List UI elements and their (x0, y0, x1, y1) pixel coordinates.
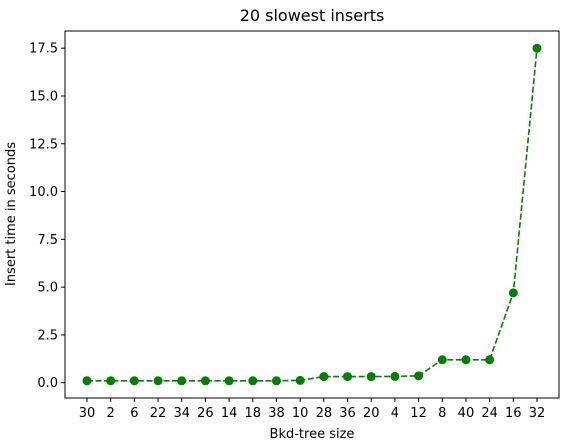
data-point (343, 372, 353, 382)
data-point (295, 375, 305, 385)
data-point (271, 376, 281, 386)
data-point (129, 376, 139, 386)
data-point (248, 376, 258, 386)
data-point (414, 371, 424, 381)
data-point (177, 376, 187, 386)
x-tick-label: 36 (339, 406, 356, 421)
x-tick-label: 16 (505, 406, 522, 421)
x-tick-label: 28 (316, 406, 333, 421)
series-line (87, 48, 538, 382)
x-tick-label: 22 (150, 406, 167, 421)
data-point (82, 376, 92, 386)
data-point (390, 371, 400, 381)
x-tick-label: 32 (529, 406, 546, 421)
y-tick-label: 15.0 (29, 89, 58, 104)
plot-frame (64, 30, 560, 399)
data-point (437, 355, 447, 365)
data-point (200, 376, 210, 386)
data-points (82, 43, 542, 386)
x-tick-label: 8 (438, 406, 446, 421)
data-point (319, 372, 329, 382)
y-tick-label: 2.5 (37, 328, 58, 343)
x-tick-label: 4 (391, 406, 399, 421)
x-tick-label: 10 (292, 406, 309, 421)
x-tick-label: 26 (197, 406, 214, 421)
data-point (224, 376, 234, 386)
y-tick-label: 12.5 (29, 137, 58, 152)
x-tick-label: 30 (79, 406, 96, 421)
y-tick-label: 5.0 (37, 281, 58, 296)
x-axis: 30 2 6 22 34 26 14 18 38 10 28 36 20 4 12 8 40 24 16 32 (79, 398, 546, 421)
data-point (366, 372, 376, 382)
x-tick-label: 38 (268, 406, 285, 421)
x-tick-label: 40 (458, 406, 475, 421)
x-tick-label: 24 (481, 406, 498, 421)
data-point (508, 288, 518, 298)
x-tick-label: 6 (130, 406, 138, 421)
y-axis: 0.0 2.5 5.0 7.5 10.0 12.5 15.0 17.5 (29, 42, 65, 391)
data-point (485, 355, 495, 365)
x-tick-label: 34 (173, 406, 190, 421)
x-axis-label: Bkd-tree size (270, 427, 355, 442)
y-tick-label: 7.5 (37, 233, 58, 248)
x-tick-label: 12 (410, 406, 427, 421)
x-tick-label: 20 (363, 406, 380, 421)
data-point (153, 376, 163, 386)
data-point (461, 355, 471, 365)
x-tick-label: 14 (221, 406, 238, 421)
data-point (532, 43, 542, 53)
y-tick-label: 17.5 (29, 42, 58, 57)
y-tick-label: 10.0 (29, 185, 58, 200)
y-axis-label: Insert time in seconds (4, 142, 19, 286)
x-tick-label: 2 (107, 406, 115, 421)
chart-title: 20 slowest inserts (240, 6, 385, 25)
x-tick-label: 18 (245, 406, 262, 421)
y-tick-label: 0.0 (37, 376, 58, 391)
data-point (106, 376, 116, 386)
